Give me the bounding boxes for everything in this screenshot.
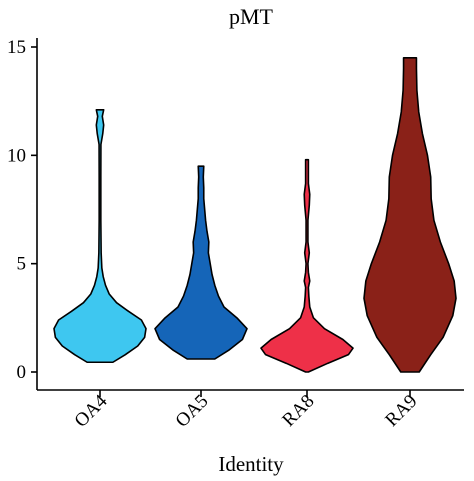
y-tick-label-15: 15 [7,37,26,58]
violin-ra9 [363,57,457,373]
x-axis: OA4 OA5 RA8 RA9 [37,389,464,432]
chart-title: pMT [229,4,274,29]
x-tick-label-oa5: OA5 [172,391,213,432]
violin-oa5 [154,165,248,360]
y-tick-label-0: 0 [17,362,27,383]
violin-ra8 [260,158,354,373]
violin-oa4 [53,109,147,364]
x-tick-label-oa4: OA4 [71,390,112,431]
y-axis: 0 5 10 15 [7,37,38,390]
x-axis-title: Identity [218,452,284,476]
violins-group [53,57,457,373]
y-tick-label-10: 10 [7,145,26,166]
x-tick-label-ra9: RA9 [381,391,421,431]
y-tick-label-5: 5 [17,254,27,275]
x-tick-label-ra8: RA8 [278,391,318,431]
